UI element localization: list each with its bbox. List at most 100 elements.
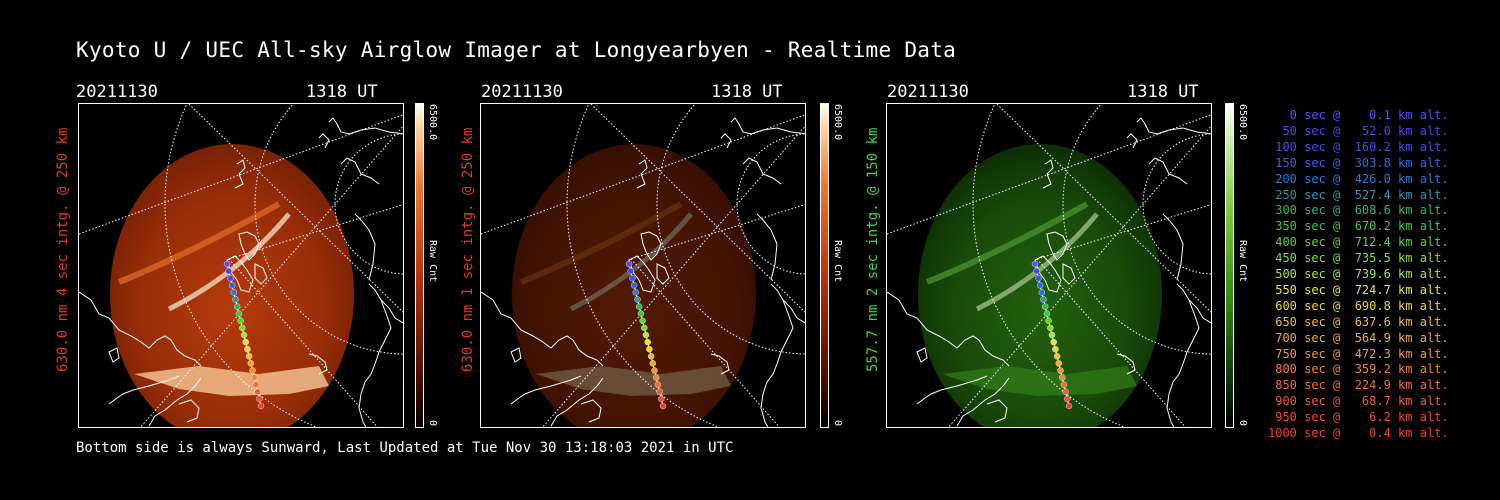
track-point — [632, 289, 640, 296]
legend-row: 450 sec @ 735.5 km alt. — [1268, 251, 1449, 266]
panel-3-colorbar — [1225, 103, 1234, 428]
track-point — [1055, 360, 1063, 367]
panel-3-time: 1318 UT — [1127, 82, 1199, 102]
panel-3-svg — [887, 104, 1211, 427]
panel-2-colorbar — [820, 103, 829, 428]
track-point — [254, 388, 261, 395]
panel-1-cbar-min: 0 — [427, 420, 438, 427]
track-point — [227, 274, 234, 282]
track-point — [634, 296, 641, 303]
track-point — [625, 260, 633, 268]
track-point — [257, 402, 265, 410]
track-point — [1035, 274, 1042, 282]
track-point — [245, 353, 253, 360]
track-point — [644, 338, 651, 346]
track-point — [1040, 296, 1047, 303]
legend-row: 750 sec @ 472.3 km alt. — [1268, 346, 1449, 361]
track-point — [242, 338, 249, 346]
legend-row: 100 sec @ 160.2 km alt. — [1268, 139, 1449, 154]
panel-2-side-label: 630.0 nm 1 sec intg. @ 250 km — [460, 127, 476, 372]
track-point — [232, 296, 239, 303]
footer-note: Bottom side is always Sunward, Last Upda… — [76, 440, 734, 456]
track-point — [629, 274, 636, 282]
track-point — [1060, 381, 1068, 388]
track-point — [630, 282, 638, 289]
track-point — [235, 310, 243, 317]
track-point — [225, 267, 232, 275]
track-point — [1064, 395, 1071, 403]
panel-2-date: 20211130 — [481, 82, 563, 102]
track-point — [1065, 402, 1073, 410]
track-point — [240, 331, 248, 339]
track-point — [230, 289, 238, 296]
track-point — [256, 395, 263, 403]
track-point — [635, 303, 643, 310]
panel-1-side-label: 630.0 nm 4 sec intg. @ 250 km — [55, 127, 71, 372]
track-point — [1057, 367, 1064, 374]
track-point — [1058, 374, 1066, 381]
legend-row: 1000 sec @ 0.4 km alt. — [1268, 426, 1449, 440]
panel-2-svg — [481, 104, 805, 427]
legend-row: 0 sec @ 0.1 km alt. — [1268, 108, 1449, 122]
panel-3-cbar-min: 0 — [1237, 420, 1248, 427]
track-point — [1033, 267, 1040, 275]
panel-2-image — [480, 103, 806, 428]
track-point — [637, 310, 645, 317]
track-point — [641, 324, 648, 332]
panel-1-cbar-max: 6500.0 — [427, 104, 438, 141]
track-point — [1041, 303, 1049, 310]
panel-3-cbar-max: 6500.0 — [1237, 104, 1248, 141]
track-point — [1045, 317, 1052, 325]
track-point — [651, 367, 658, 374]
legend-row: 300 sec @ 608.6 km alt. — [1268, 203, 1449, 218]
track-point — [1047, 324, 1054, 332]
track-point — [223, 260, 231, 268]
panel-3-cbar-unit: Raw Cnt — [1237, 240, 1248, 283]
legend-row: 350 sec @ 670.2 km alt. — [1268, 219, 1449, 234]
track-point — [642, 331, 650, 339]
legend-row: 400 sec @ 712.4 km alt. — [1268, 235, 1449, 250]
panel-2-time: 1318 UT — [711, 82, 783, 102]
track-point — [250, 374, 258, 381]
legend-row: 500 sec @ 739.6 km alt. — [1268, 267, 1449, 281]
track-point — [1053, 353, 1061, 360]
track-point — [237, 317, 244, 325]
panel-1-svg — [79, 104, 403, 427]
panel-2-cbar-unit: Raw Cnt — [832, 240, 843, 283]
legend-row: 150 sec @ 303.8 km alt. — [1268, 155, 1449, 170]
panel-3-date: 20211130 — [887, 82, 969, 102]
track-point — [1038, 289, 1046, 296]
panel-1-image — [78, 103, 404, 428]
track-point — [1062, 388, 1069, 395]
legend-row: 250 sec @ 527.4 km alt. — [1268, 187, 1449, 202]
legend-row: 200 sec @ 426.0 km alt. — [1268, 171, 1449, 186]
panel-1-time: 1318 UT — [306, 82, 378, 102]
panel-1-colorbar — [415, 103, 424, 428]
track-point — [252, 381, 260, 388]
track-point — [1048, 331, 1056, 339]
legend-row: 800 sec @ 359.2 km alt. — [1268, 362, 1449, 377]
track-point — [654, 381, 662, 388]
legend-row: 550 sec @ 724.7 km alt. — [1268, 282, 1449, 297]
panel-2-cbar-max: 6500.0 — [832, 104, 843, 141]
legend-row: 950 sec @ 6.2 km alt. — [1268, 410, 1449, 425]
track-point — [239, 324, 246, 332]
track-point — [1052, 345, 1059, 353]
panel-3-side-label: 557.7 nm 2 sec intg. @ 150 km — [865, 127, 881, 372]
track-point — [656, 388, 663, 395]
track-point — [639, 317, 646, 325]
track-point — [233, 303, 241, 310]
panel-3-image — [886, 103, 1212, 428]
legend-row: 600 sec @ 690.8 km alt. — [1268, 298, 1449, 313]
panel-1-cbar-unit: Raw Cnt — [427, 240, 438, 283]
panel-2-cbar-min: 0 — [832, 420, 843, 427]
track-point — [658, 395, 665, 403]
legend-row: 900 sec @ 68.7 km alt. — [1268, 394, 1449, 409]
track-point — [1031, 260, 1039, 268]
track-point — [228, 282, 236, 289]
track-point — [646, 345, 653, 353]
track-point — [249, 367, 256, 374]
track-point — [1043, 310, 1051, 317]
track-point — [659, 402, 667, 410]
panel-1-date: 20211130 — [76, 82, 158, 102]
